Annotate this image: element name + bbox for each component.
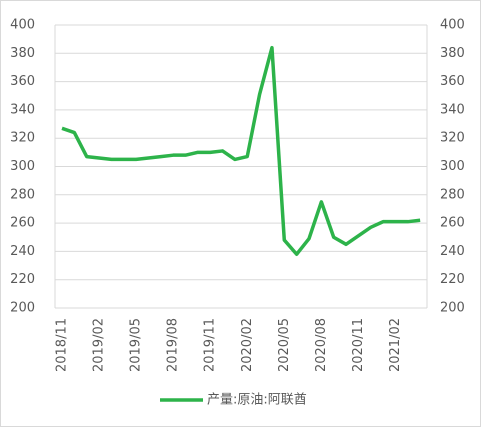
x-tick-label: 2020/11 [351, 318, 366, 372]
y-tick-label: 200 [10, 301, 35, 316]
y-tick-label: 240 [10, 244, 35, 259]
data-line [61, 45, 421, 256]
x-tick-label: 2019/08 [166, 318, 181, 372]
y-tick-label: 320 [10, 131, 35, 146]
x-tick-label: 2020/08 [314, 318, 329, 372]
y2-tick-label: 260 [440, 216, 465, 231]
y-tick-label: 280 [10, 187, 35, 202]
y2-tick-label: 380 [440, 46, 465, 61]
legend-label: 产量:原油:阿联酋 [207, 392, 307, 408]
y2-tick-label: 220 [440, 272, 465, 287]
y-tick-label: 260 [10, 216, 35, 231]
y-tick-label: 360 [10, 74, 35, 89]
x-tick-label: 2019/05 [129, 318, 144, 372]
y-tick-label: 400 [10, 18, 35, 33]
y-tick-label: 340 [10, 102, 35, 117]
x-tick-label: 2019/11 [203, 318, 218, 372]
y2-tick-label: 300 [440, 159, 465, 174]
y-tick-label: 380 [10, 46, 35, 61]
x-tick-label: 2020/02 [240, 318, 255, 372]
y2-tick-label: 360 [440, 74, 465, 89]
x-tick-label: 2019/02 [92, 318, 107, 372]
x-tick-label: 2018/11 [55, 318, 70, 372]
y2-tick-label: 200 [440, 301, 465, 316]
y2-tick-label: 240 [440, 244, 465, 259]
y2-tick-label: 340 [440, 102, 465, 117]
y-tick-label: 220 [10, 272, 35, 287]
x-tick-label: 2020/05 [277, 318, 292, 372]
y2-tick-label: 400 [440, 18, 465, 33]
y-tick-label: 300 [10, 159, 35, 174]
y2-tick-label: 280 [440, 187, 465, 202]
y2-tick-label: 320 [440, 131, 465, 146]
x-tick-label: 2021/02 [388, 318, 403, 372]
